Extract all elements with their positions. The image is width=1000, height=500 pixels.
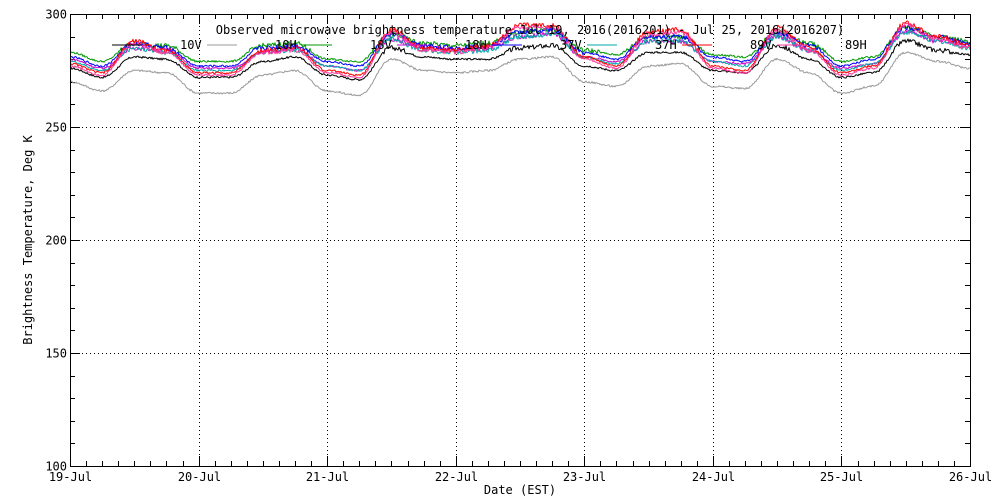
series-line-89v: [69, 20, 971, 77]
legend-label-89h: 89H: [845, 38, 867, 52]
legend-label-37h: 37H: [655, 38, 677, 52]
y-tick-label: 100: [45, 460, 67, 474]
series-line-89h: [69, 22, 971, 79]
tick-labels: 19-Jul 20-Jul 21-Jul 22-Jul 23-Jul 24-Jul 25-J…: [45, 8, 992, 485]
series-line-37v: [69, 24, 971, 68]
y-axis-label: Brightness Temperature, Deg K: [21, 134, 35, 344]
series-layer: [69, 20, 971, 97]
legend-label-89v: 89V: [750, 38, 772, 52]
x-tick-label: 25-Jul: [820, 470, 863, 484]
x-tick-label: 23-Jul: [563, 470, 606, 484]
chart-title: Observed microwave brightness temperatur…: [216, 23, 845, 37]
x-tick-label: 26-Jul: [949, 470, 992, 484]
legend: 10V 10H 18V 18H 37V 37H 89V 89H: [112, 38, 867, 52]
x-tick-label: 21-Jul: [306, 470, 349, 484]
y-tick-label: 200: [45, 234, 67, 248]
legend-label-10h: 10H: [275, 38, 297, 52]
x-tick-label: 22-Jul: [435, 470, 478, 484]
x-tick-label: 19-Jul: [49, 470, 92, 484]
x-axis-label: Date (EST): [484, 483, 556, 497]
legend-label-18v: 18V: [370, 38, 392, 52]
legend-label-18h: 18H: [465, 38, 487, 52]
legend-label-10v: 10V: [180, 38, 202, 52]
series-line-18v: [69, 25, 971, 63]
plot-frame: [70, 14, 971, 467]
grid-layer: [70, 14, 970, 466]
x-tick-label: 24-Jul: [692, 470, 735, 484]
y-tick-label: 250: [45, 121, 67, 135]
legend-label-37v: 37V: [560, 38, 582, 52]
x-tick-label: 20-Jul: [178, 470, 221, 484]
y-tick-label: 150: [45, 347, 67, 361]
y-tick-label: 300: [45, 8, 67, 22]
tick-layer: [70, 14, 971, 467]
series-line-10h: [69, 51, 971, 97]
series-line-10v: [70, 38, 971, 82]
